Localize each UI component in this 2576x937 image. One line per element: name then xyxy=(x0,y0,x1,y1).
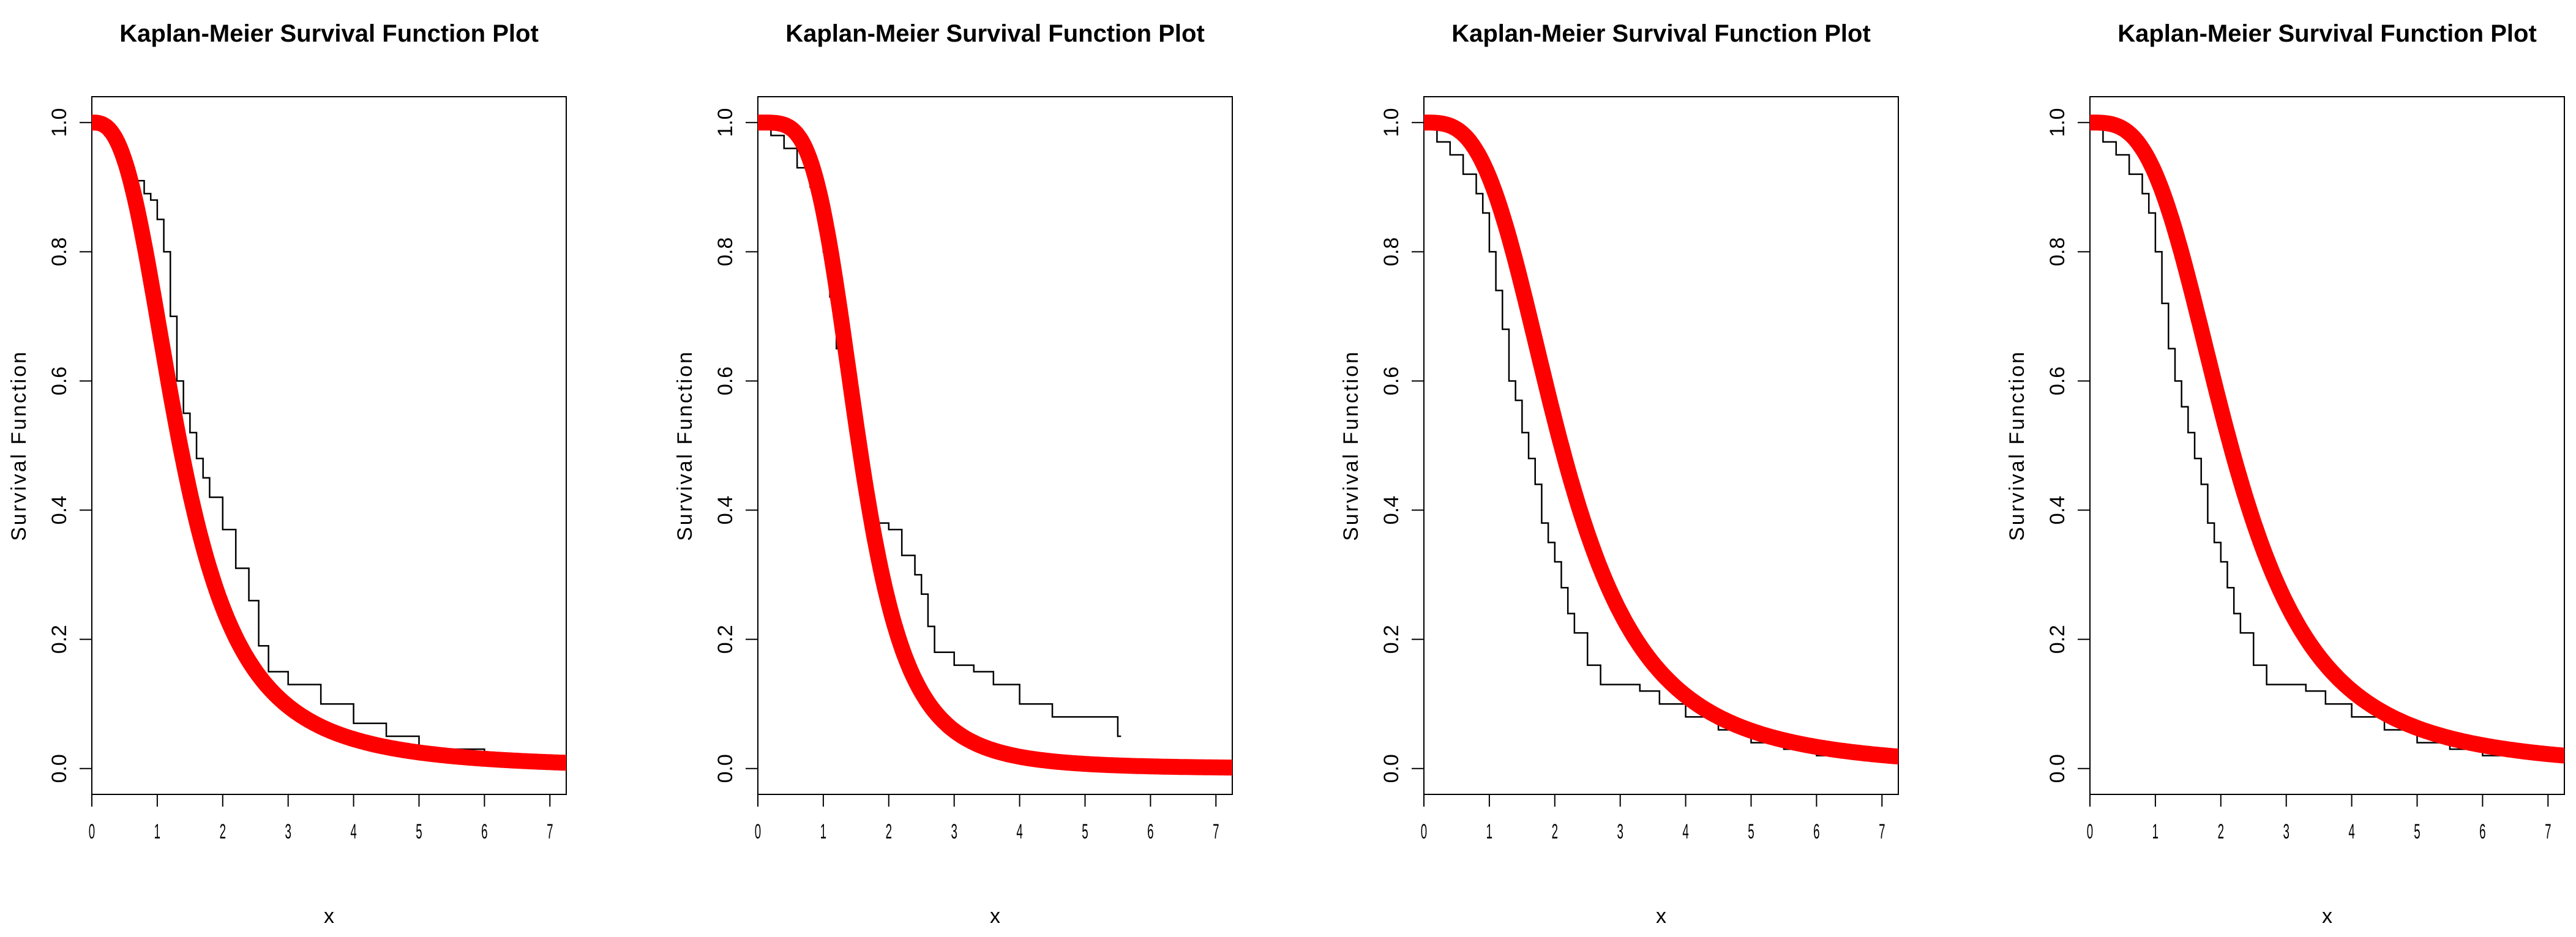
y-tick-label: 0.0 xyxy=(48,754,71,783)
km-step-curve xyxy=(758,121,1121,737)
x-tick-label: 6 xyxy=(481,819,487,843)
x-tick-label: 7 xyxy=(2545,819,2551,843)
fitted-survival-curve xyxy=(758,114,1232,776)
y-tick-label: 0.4 xyxy=(48,496,71,524)
x-tick-label: 3 xyxy=(285,819,291,843)
chart-panel-4: Kaplan-Meier Survival Function Plot 0 1 2 3 4… xyxy=(2005,20,2565,928)
y-tick-label: 0.4 xyxy=(714,496,737,524)
y-tick-label: 0.4 xyxy=(1380,496,1403,524)
x-tick-label: 2 xyxy=(1552,819,1558,843)
y-tick-label: 0.6 xyxy=(2046,367,2069,395)
x-tick-label: 3 xyxy=(1617,819,1623,843)
y-tick-label: 0.8 xyxy=(48,237,71,266)
y-tick-label: 0.2 xyxy=(714,625,737,654)
x-tick-label: 1 xyxy=(154,819,160,843)
y-tick-label: 1.0 xyxy=(1380,108,1403,137)
fitted-survival-curve xyxy=(1424,114,1898,765)
chart-title: Kaplan-Meier Survival Function Plot xyxy=(785,20,1205,47)
km-step-curve xyxy=(92,121,566,763)
x-tick-label: 4 xyxy=(1682,819,1688,843)
y-tick-label: 0.8 xyxy=(1380,237,1403,266)
x-tick-label: 2 xyxy=(220,819,226,843)
chart-panel-1: Kaplan-Meier Survival Function Plot 0 1 2 3 4… xyxy=(7,20,567,928)
x-tick-label: 3 xyxy=(951,819,957,843)
y-tick-label: 1.0 xyxy=(48,108,71,137)
x-tick-label: 0 xyxy=(2087,819,2093,843)
fitted-survival-curve xyxy=(92,114,566,771)
y-tick-label: 0.6 xyxy=(714,367,737,395)
x-tick-label: 2 xyxy=(886,819,892,843)
y-tick-label: 0.0 xyxy=(1380,754,1403,783)
plot-frame xyxy=(1423,96,1899,795)
plot-frame xyxy=(91,96,567,795)
x-tick-label: 6 xyxy=(1813,819,1819,843)
chart-panel-2: Kaplan-Meier Survival Function Plot 0 1 2 3 4… xyxy=(673,20,1233,928)
y-axis-label: Survival Function xyxy=(7,350,31,541)
y-axis-label: Survival Function xyxy=(2005,350,2029,541)
y-tick-label: 1.0 xyxy=(2046,108,2069,137)
x-tick-label: 4 xyxy=(350,819,356,843)
x-tick-label: 5 xyxy=(416,819,422,843)
y-tick-label: 0.8 xyxy=(714,237,737,266)
plot-frame xyxy=(2089,96,2565,795)
x-axis-label: x xyxy=(324,905,334,928)
x-tick-label: 0 xyxy=(755,819,761,843)
x-tick-label: 4 xyxy=(1016,819,1022,843)
y-tick-label: 0.2 xyxy=(1380,625,1403,654)
y-axis-label: Survival Function xyxy=(673,350,697,541)
x-tick-label: 5 xyxy=(2414,819,2420,843)
plot-frame xyxy=(757,96,1233,795)
x-tick-label: 2 xyxy=(2218,819,2224,843)
x-tick-label: 7 xyxy=(1879,819,1885,843)
y-tick-label: 0.6 xyxy=(48,367,71,395)
x-tick-label: 5 xyxy=(1748,819,1754,843)
x-axis-label: x xyxy=(2322,905,2332,928)
y-tick-label: 0.2 xyxy=(48,625,71,654)
y-tick-label: 0.6 xyxy=(1380,367,1403,395)
fitted-survival-curve xyxy=(2090,114,2564,764)
y-axis-label: Survival Function xyxy=(1339,350,1363,541)
x-tick-label: 0 xyxy=(89,819,95,843)
x-tick-label: 1 xyxy=(2152,819,2159,843)
chart-title: Kaplan-Meier Survival Function Plot xyxy=(2117,20,2537,47)
y-tick-label: 0.0 xyxy=(2046,754,2069,783)
x-tick-label: 5 xyxy=(1082,819,1088,843)
y-tick-label: 1.0 xyxy=(714,108,737,137)
chart-title: Kaplan-Meier Survival Function Plot xyxy=(119,20,539,47)
x-tick-label: 7 xyxy=(1213,819,1219,843)
y-tick-label: 0.8 xyxy=(2046,237,2069,266)
x-axis-label: x xyxy=(1656,905,1666,928)
x-tick-label: 0 xyxy=(1421,819,1427,843)
x-tick-label: 6 xyxy=(1147,819,1153,843)
x-tick-label: 3 xyxy=(2283,819,2289,843)
x-tick-label: 7 xyxy=(547,819,553,843)
x-tick-label: 1 xyxy=(1486,819,1492,843)
chart-title: Kaplan-Meier Survival Function Plot xyxy=(1451,20,1871,47)
x-tick-label: 1 xyxy=(820,819,826,843)
y-tick-label: 0.4 xyxy=(2046,496,2069,524)
x-tick-label: 6 xyxy=(2479,819,2485,843)
x-axis-label: x xyxy=(990,905,1000,928)
x-tick-label: 4 xyxy=(2348,819,2354,843)
chart-panel-3: Kaplan-Meier Survival Function Plot 0 1 2 3 4… xyxy=(1339,20,1899,928)
y-tick-label: 0.0 xyxy=(714,754,737,783)
y-tick-label: 0.2 xyxy=(2046,625,2069,654)
